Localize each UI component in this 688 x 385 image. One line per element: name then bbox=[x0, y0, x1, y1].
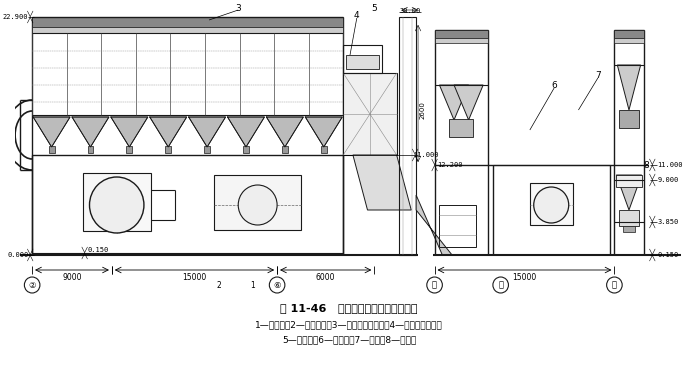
Text: 22.900: 22.900 bbox=[3, 14, 28, 20]
Bar bbox=[435, 30, 488, 38]
Text: 3.850: 3.850 bbox=[657, 219, 678, 225]
Bar bbox=[398, 17, 416, 255]
Bar bbox=[614, 30, 643, 38]
Text: 0.150: 0.150 bbox=[657, 252, 678, 258]
Text: 5: 5 bbox=[372, 3, 377, 12]
Text: ②: ② bbox=[28, 281, 36, 290]
Circle shape bbox=[24, 277, 40, 293]
Text: 图 11-46   干燄焦除尘器和风机房布置: 图 11-46 干燄焦除尘器和风机房布置 bbox=[280, 303, 418, 313]
Text: Ⓒ: Ⓒ bbox=[612, 281, 617, 290]
Bar bbox=[435, 38, 488, 43]
Text: 6000: 6000 bbox=[316, 273, 336, 281]
Text: 2600: 2600 bbox=[420, 101, 426, 119]
Bar bbox=[619, 210, 638, 226]
Polygon shape bbox=[150, 117, 186, 147]
Circle shape bbox=[427, 277, 442, 293]
Bar bbox=[127, 146, 132, 153]
Bar bbox=[282, 146, 288, 153]
Polygon shape bbox=[617, 65, 641, 110]
Text: 11.000: 11.000 bbox=[657, 162, 682, 168]
Text: 9.000: 9.000 bbox=[657, 177, 678, 183]
Text: 0.000: 0.000 bbox=[7, 252, 28, 258]
Bar bbox=[32, 27, 343, 33]
Circle shape bbox=[534, 187, 569, 223]
Bar bbox=[243, 146, 249, 153]
Bar bbox=[343, 73, 397, 155]
Circle shape bbox=[89, 177, 144, 233]
Bar bbox=[449, 119, 473, 137]
Text: 1: 1 bbox=[250, 281, 255, 290]
Bar bbox=[165, 146, 171, 153]
Text: ⑥: ⑥ bbox=[273, 281, 281, 290]
Polygon shape bbox=[440, 85, 469, 120]
Bar bbox=[616, 175, 642, 187]
Polygon shape bbox=[72, 117, 109, 147]
Bar bbox=[619, 110, 638, 128]
Circle shape bbox=[493, 277, 508, 293]
Bar bbox=[321, 146, 327, 153]
Bar bbox=[343, 45, 382, 73]
Text: Ⓑ: Ⓑ bbox=[498, 281, 503, 290]
Circle shape bbox=[238, 185, 277, 225]
Polygon shape bbox=[189, 117, 226, 147]
Bar bbox=[204, 146, 210, 153]
Bar bbox=[623, 226, 635, 232]
Bar bbox=[32, 17, 343, 27]
Bar bbox=[214, 175, 301, 230]
Text: 12.200: 12.200 bbox=[438, 162, 463, 168]
Text: 3: 3 bbox=[235, 3, 241, 12]
Polygon shape bbox=[616, 175, 642, 210]
Polygon shape bbox=[228, 117, 264, 147]
Text: 6: 6 bbox=[551, 80, 557, 89]
Text: 2: 2 bbox=[217, 281, 221, 290]
Bar bbox=[530, 183, 572, 225]
Polygon shape bbox=[454, 85, 483, 120]
Bar bbox=[614, 38, 643, 43]
Bar bbox=[87, 146, 94, 153]
Bar bbox=[49, 146, 54, 153]
Bar bbox=[83, 173, 151, 231]
Bar bbox=[440, 205, 476, 247]
Polygon shape bbox=[416, 195, 452, 255]
Polygon shape bbox=[266, 117, 303, 147]
Text: 7: 7 bbox=[595, 70, 601, 79]
Text: 15000: 15000 bbox=[513, 273, 537, 281]
Circle shape bbox=[607, 277, 622, 293]
Text: 11.000: 11.000 bbox=[413, 152, 439, 158]
Polygon shape bbox=[353, 155, 411, 210]
Circle shape bbox=[269, 277, 285, 293]
Text: Ⓐ: Ⓐ bbox=[432, 281, 437, 290]
Text: 0.150: 0.150 bbox=[87, 247, 109, 253]
Polygon shape bbox=[111, 117, 148, 147]
Text: 8: 8 bbox=[643, 161, 649, 169]
Text: 5—平衡阀；6—输灰机；7—灰仓；8—加湿机: 5—平衡阀；6—输灰机；7—灰仓；8—加湿机 bbox=[282, 335, 416, 345]
Text: 30.00: 30.00 bbox=[400, 8, 421, 14]
Text: 1—消声器；2—除尘风机；3—脉冲袋式除尘器；4—蓄热式冷却器；: 1—消声器；2—除尘风机；3—脉冲袋式除尘器；4—蓄热式冷却器； bbox=[255, 320, 443, 330]
Polygon shape bbox=[33, 117, 70, 147]
Text: 15000: 15000 bbox=[182, 273, 206, 281]
Text: 9000: 9000 bbox=[62, 273, 82, 281]
Text: 4: 4 bbox=[354, 10, 360, 20]
Bar bbox=[346, 55, 379, 69]
Polygon shape bbox=[305, 117, 342, 147]
